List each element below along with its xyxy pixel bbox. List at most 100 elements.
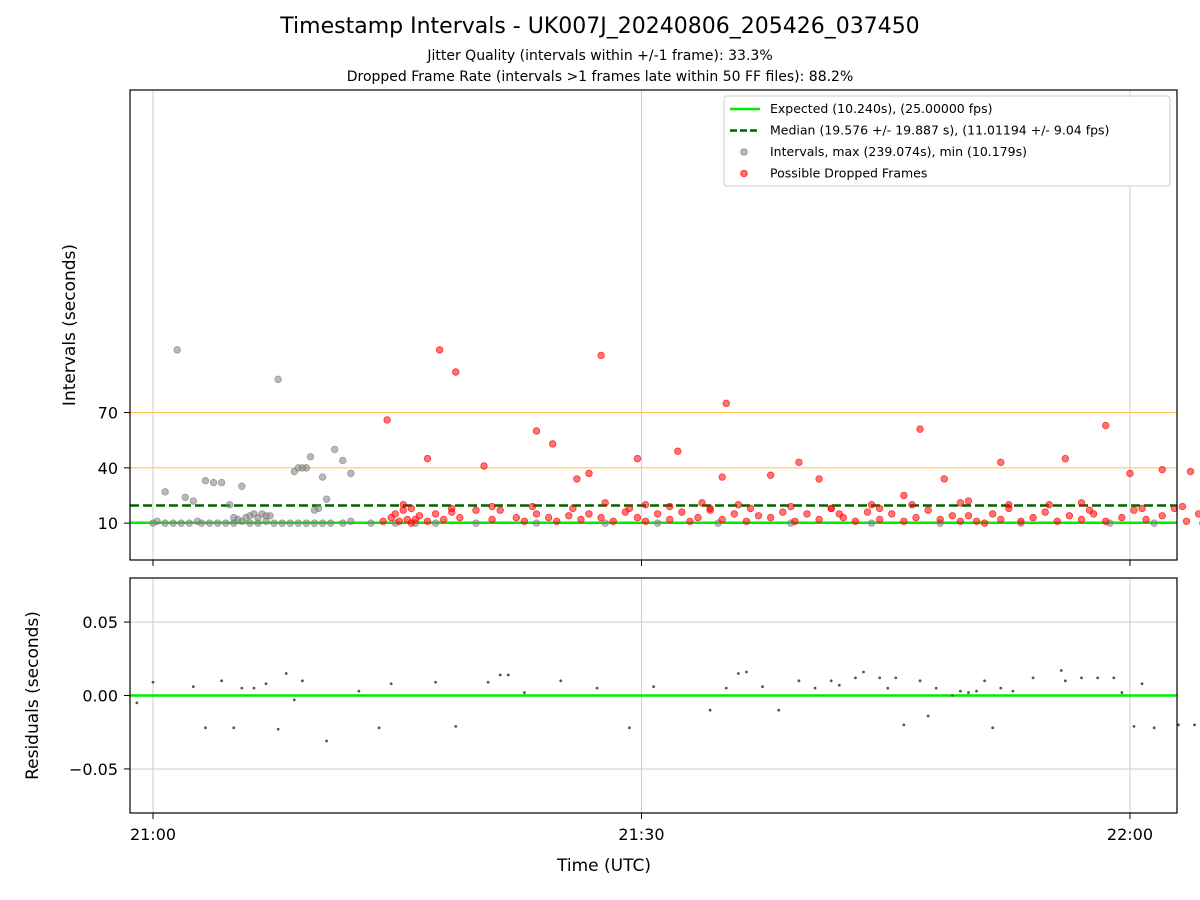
dropped-frame-point-32 xyxy=(678,508,686,516)
dropped-frame-point-120 xyxy=(766,471,775,479)
dropped-frame-point-121 xyxy=(795,458,803,467)
residual-point-30 xyxy=(745,670,748,674)
interval-point-33 xyxy=(161,519,169,527)
interval-point-26 xyxy=(318,473,327,481)
interval-point-2 xyxy=(181,493,189,502)
chart-title: Timestamp Intervals - UK007J_20240806_20… xyxy=(280,14,920,39)
residual-point-3 xyxy=(204,726,207,730)
interval-point-67 xyxy=(867,519,876,527)
dropped-frame-point-22 xyxy=(565,512,573,520)
residual-point-37 xyxy=(854,676,857,680)
residual-point-47 xyxy=(959,689,962,693)
dropped-frame-point-66 xyxy=(1053,517,1061,525)
residual-point-38 xyxy=(862,670,865,674)
dropped-frame-point-110 xyxy=(573,475,581,483)
residual-point-50 xyxy=(983,679,987,683)
interval-point-29 xyxy=(339,456,347,465)
interval-point-47 xyxy=(270,519,278,527)
dropped-frame-point-56 xyxy=(956,517,965,525)
dropped-frame-point-112 xyxy=(597,351,605,360)
residual-point-29 xyxy=(736,672,740,675)
dropped-frame-point-85 xyxy=(1045,501,1053,509)
dropped-frame-point-118 xyxy=(722,399,730,408)
interval-point-49 xyxy=(286,519,294,527)
residual-point-55 xyxy=(1059,669,1063,672)
residual-point-60 xyxy=(1120,691,1124,694)
dropped-frame-point-57 xyxy=(964,512,973,520)
legend-label-3: Possible Dropped Frames xyxy=(770,166,927,181)
interval-point-71 xyxy=(1150,519,1158,527)
dropped-frame-point-18 xyxy=(520,517,529,525)
dropped-frame-point-14 xyxy=(472,506,480,514)
residual-point-54 xyxy=(1031,676,1035,680)
xtick-label-0: 21:00 xyxy=(130,825,176,844)
dropped-frame-point-58 xyxy=(972,517,981,525)
dropped-frame-point-36 xyxy=(718,515,726,524)
top-ytick-label-1: 40 xyxy=(98,459,118,478)
dropped-frame-point-9 xyxy=(423,517,432,525)
residual-point-41 xyxy=(894,676,898,680)
dropped-frame-point-54 xyxy=(936,515,944,524)
interval-point-5 xyxy=(209,478,218,487)
interval-point-64 xyxy=(653,519,662,527)
dropped-frame-point-115 xyxy=(674,447,682,455)
dropped-frame-point-119 xyxy=(734,501,743,509)
dropped-frame-point-10 xyxy=(431,510,440,518)
residual-point-65 xyxy=(1193,723,1196,727)
dropped-frame-point-122 xyxy=(815,475,823,483)
residual-point-20 xyxy=(498,673,502,677)
residual-point-6 xyxy=(240,686,244,690)
dropped-frame-point-13 xyxy=(456,513,464,522)
legend-swatch-3 xyxy=(740,169,748,178)
interval-point-44 xyxy=(246,519,254,527)
dropped-frame-point-109 xyxy=(548,440,557,448)
residual-point-26 xyxy=(652,685,655,689)
interval-point-1 xyxy=(173,346,181,354)
dropped-frame-point-17 xyxy=(512,513,521,522)
interval-point-48 xyxy=(278,519,286,527)
interval-point-4 xyxy=(201,477,210,485)
interval-point-28 xyxy=(330,445,339,454)
dropped-frame-point-34 xyxy=(694,513,702,522)
interval-point-30 xyxy=(347,469,355,478)
interval-point-38 xyxy=(197,519,206,527)
interval-point-39 xyxy=(205,519,214,527)
dropped-frame-point-28 xyxy=(633,513,642,522)
dropped-frame-point-59 xyxy=(980,519,989,527)
dropped-frame-point-82 xyxy=(1178,502,1187,511)
dropped-frame-point-49 xyxy=(875,515,884,524)
dropped-frame-point-43 xyxy=(803,510,811,518)
dropped-frame-point-106 xyxy=(452,368,460,376)
interval-point-36 xyxy=(185,519,194,527)
dropped-frame-point-97 xyxy=(569,504,577,513)
dropped-frame-point-52 xyxy=(912,513,920,522)
interval-point-34 xyxy=(169,519,177,527)
interval-point-60 xyxy=(431,519,440,527)
dropped-frame-point-44 xyxy=(815,515,823,524)
dropped-frame-point-63 xyxy=(1017,517,1025,525)
dropped-frame-point-111 xyxy=(585,469,593,478)
residual-point-15 xyxy=(377,726,381,730)
dropped-frame-point-92 xyxy=(746,504,755,513)
chart-subtitle-dropped: Dropped Frame Rate (intervals >1 frames … xyxy=(346,69,854,85)
residual-point-4 xyxy=(220,679,224,683)
dropped-frame-point-93 xyxy=(706,504,714,513)
dropped-frame-point-70 xyxy=(1102,517,1110,525)
dropped-frame-point-51 xyxy=(900,517,908,525)
dropped-frame-point-88 xyxy=(908,501,916,509)
interval-point-41 xyxy=(221,519,230,527)
dropped-frame-point-3 xyxy=(395,517,403,525)
dropped-frame-point-127 xyxy=(940,475,948,483)
dropped-frame-point-96 xyxy=(601,499,609,507)
residual-point-17 xyxy=(434,680,437,684)
dropped-frame-point-116 xyxy=(698,499,706,507)
interval-point-7 xyxy=(226,501,234,509)
interval-point-52 xyxy=(310,519,319,527)
dropped-frame-point-75 xyxy=(1170,504,1179,513)
dropped-frame-point-89 xyxy=(867,501,876,509)
interval-point-50 xyxy=(294,519,303,527)
dropped-frame-point-42 xyxy=(791,517,799,525)
dropped-frame-point-129 xyxy=(997,458,1005,467)
dropped-frame-point-76 xyxy=(1182,517,1191,525)
residual-point-62 xyxy=(1140,682,1144,686)
